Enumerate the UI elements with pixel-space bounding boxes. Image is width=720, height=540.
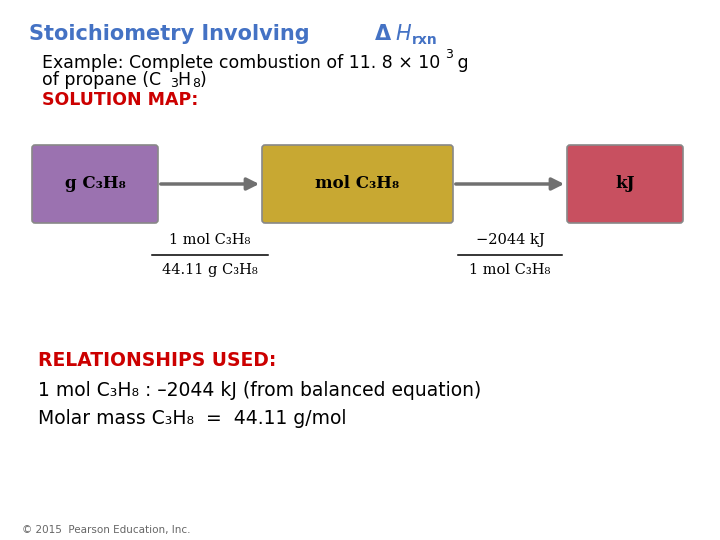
Text: © 2015  Pearson Education, Inc.: © 2015 Pearson Education, Inc.	[22, 525, 191, 535]
Text: ): )	[199, 71, 206, 89]
Text: mol C₃H₈: mol C₃H₈	[315, 176, 400, 192]
Text: Molar mass C₃H₈  =  44.11 g/mol: Molar mass C₃H₈ = 44.11 g/mol	[38, 408, 346, 428]
Text: 3: 3	[445, 48, 453, 60]
Text: 1 mol C₃H₈: 1 mol C₃H₈	[469, 263, 551, 277]
Text: RELATIONSHIPS USED:: RELATIONSHIPS USED:	[38, 350, 276, 369]
Text: H: H	[177, 71, 190, 89]
Text: 1 mol C₃H₈ : –2044 kJ (from balanced equation): 1 mol C₃H₈ : –2044 kJ (from balanced equ…	[38, 381, 481, 400]
Text: 8: 8	[192, 77, 200, 90]
Text: rxn: rxn	[412, 33, 438, 48]
Text: 3: 3	[170, 77, 178, 90]
Text: SOLUTION MAP:: SOLUTION MAP:	[42, 91, 198, 109]
Text: of propane (C: of propane (C	[42, 71, 161, 89]
Text: 1 mol C₃H₈: 1 mol C₃H₈	[169, 233, 251, 247]
FancyBboxPatch shape	[567, 145, 683, 223]
Text: g C₃H₈: g C₃H₈	[65, 176, 125, 192]
FancyBboxPatch shape	[262, 145, 453, 223]
FancyBboxPatch shape	[32, 145, 158, 223]
Text: $\mathbf{\Delta}$: $\mathbf{\Delta}$	[374, 24, 392, 44]
Text: −2044 kJ: −2044 kJ	[476, 233, 544, 247]
Text: $\mathbf{\it{H}}$: $\mathbf{\it{H}}$	[395, 24, 412, 44]
Text: Stoichiometry Involving: Stoichiometry Involving	[29, 24, 317, 44]
Text: 44.11 g C₃H₈: 44.11 g C₃H₈	[162, 263, 258, 277]
Text: kJ: kJ	[616, 176, 635, 192]
Text: Example: Complete combustion of 11. 8 × 10: Example: Complete combustion of 11. 8 × …	[42, 54, 440, 72]
Text: g: g	[452, 54, 469, 72]
